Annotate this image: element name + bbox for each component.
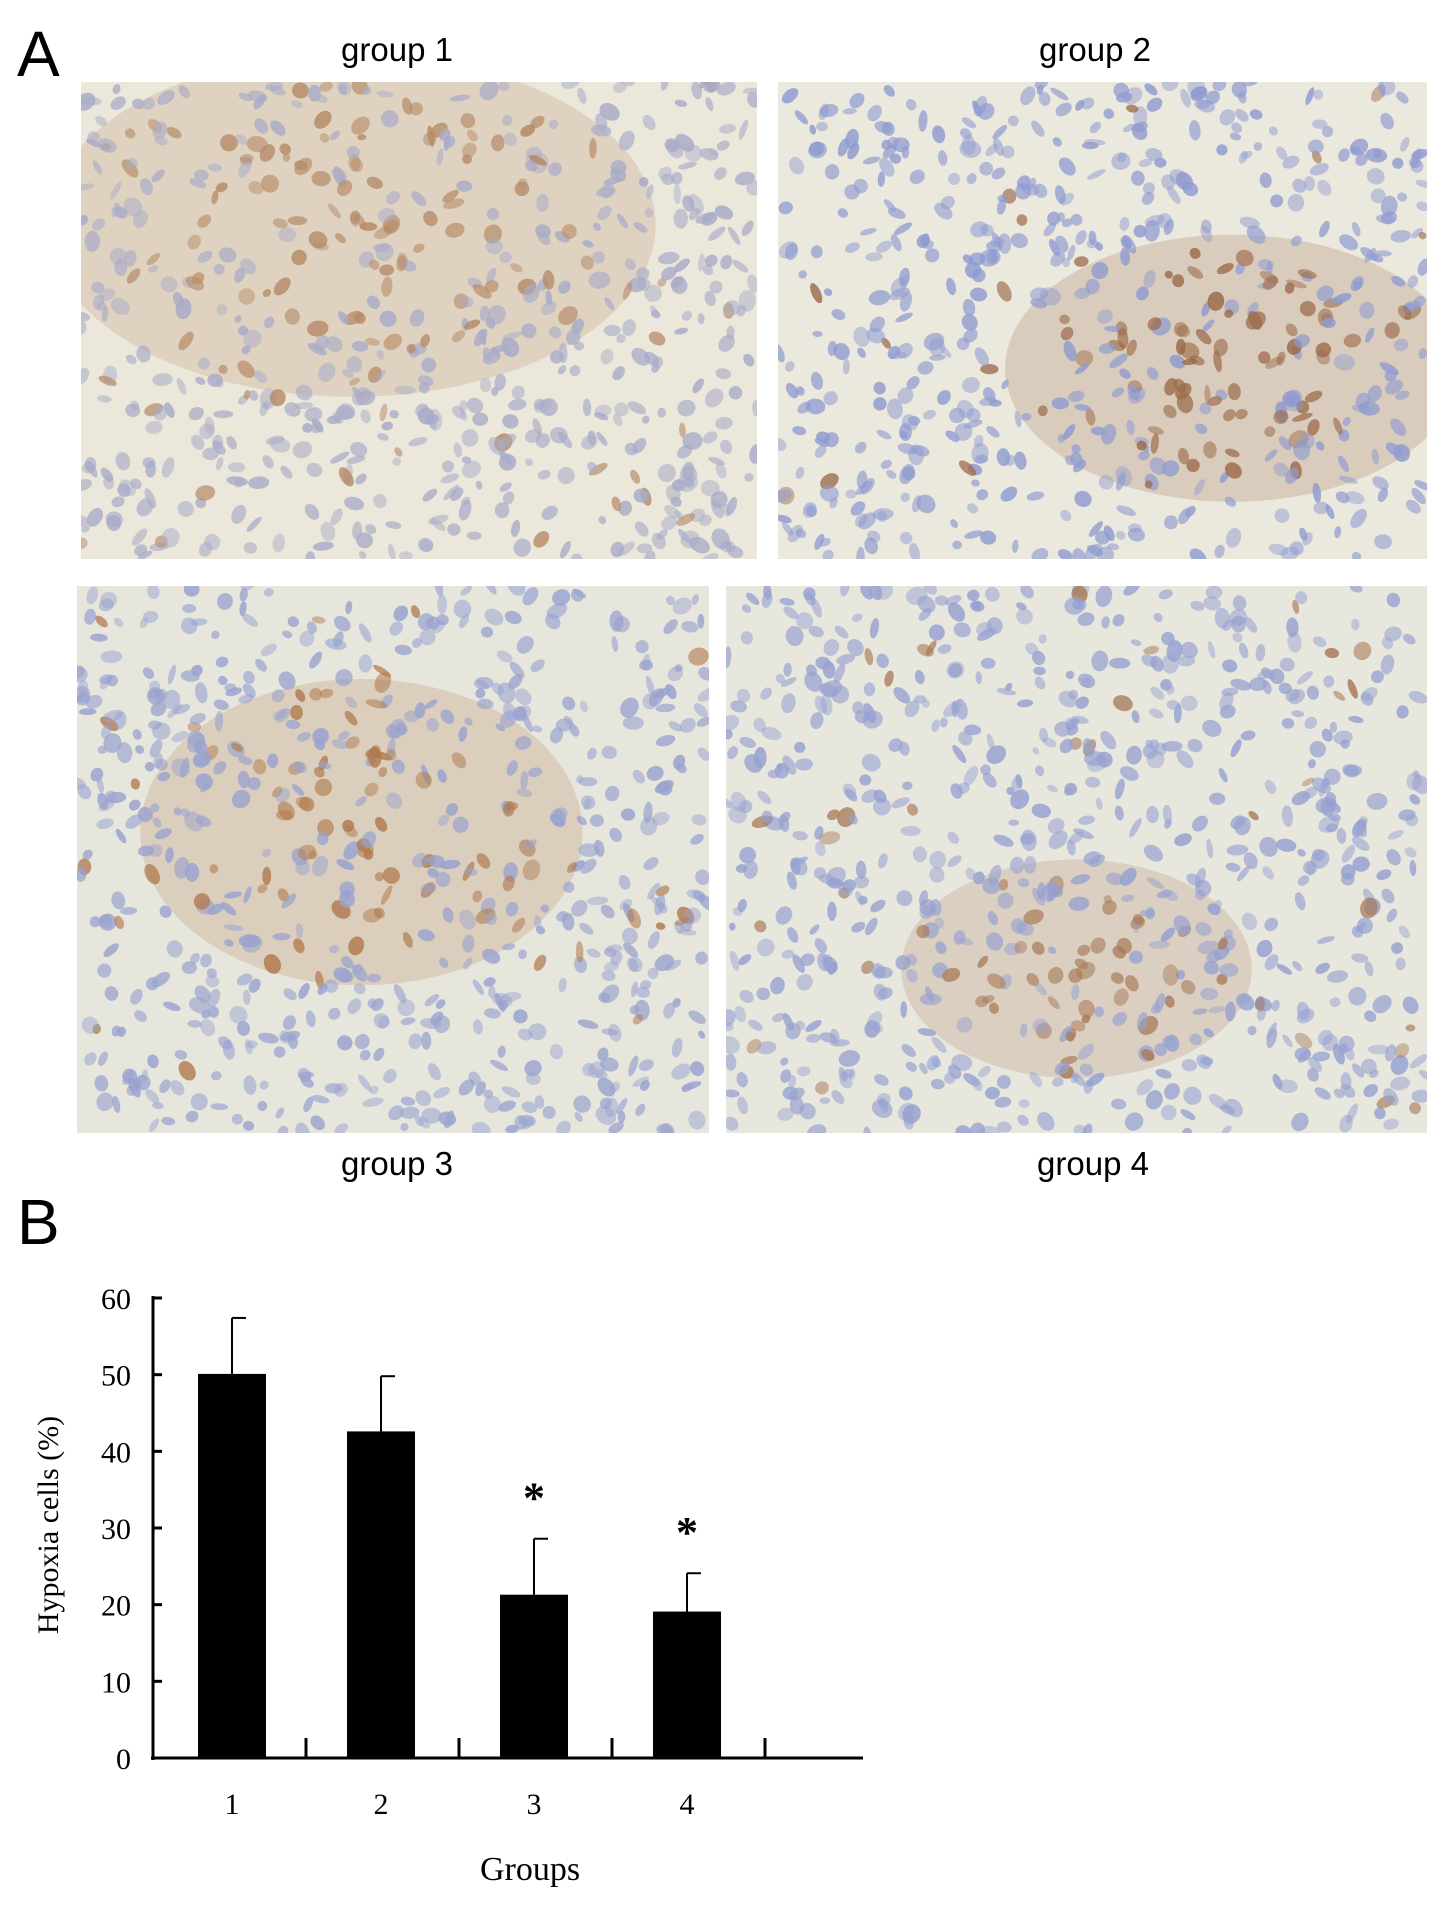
micrograph-group-3 [77, 586, 709, 1133]
group-4-label: group 4 [1037, 1145, 1149, 1182]
y-tick-label: 60 [101, 1283, 131, 1316]
micrograph-group-2 [778, 82, 1427, 559]
micrograph-group-1 [81, 82, 757, 559]
x-tick-label: 3 [527, 1788, 542, 1821]
y-axis-label: Hypoxia cells (%) [32, 1416, 65, 1634]
significance-marker: * [523, 1474, 545, 1523]
x-tick-label: 4 [680, 1788, 695, 1821]
x-axis-label: Groups [480, 1851, 580, 1888]
y-tick-label: 50 [101, 1360, 131, 1393]
x-tick-label: 2 [374, 1788, 389, 1821]
bar-group-4 [653, 1611, 721, 1758]
y-tick-label: 20 [101, 1590, 131, 1623]
bar-group-1 [198, 1373, 266, 1758]
significance-marker: * [676, 1508, 698, 1557]
y-tick-label: 30 [101, 1513, 131, 1546]
bar-group-2 [347, 1431, 415, 1758]
x-tick-label: 1 [225, 1788, 240, 1821]
y-tick-label: 40 [101, 1436, 131, 1469]
group-3-label: group 3 [341, 1145, 453, 1182]
bar-chart: 0 10 20 30 40 50 60 1 2 3 * 4 * Hypoxia cells (%) Gr… [32, 1283, 863, 1888]
y-tick-label: 10 [101, 1666, 131, 1699]
y-tick-label: 0 [116, 1743, 131, 1776]
group-2-label: group 2 [1039, 31, 1151, 68]
panel-b-letter: B [17, 1186, 60, 1258]
micrograph-group-4 [726, 586, 1427, 1133]
bar-group-3 [500, 1594, 568, 1758]
panel-a-letter: A [17, 18, 60, 90]
group-1-label: group 1 [341, 31, 453, 68]
